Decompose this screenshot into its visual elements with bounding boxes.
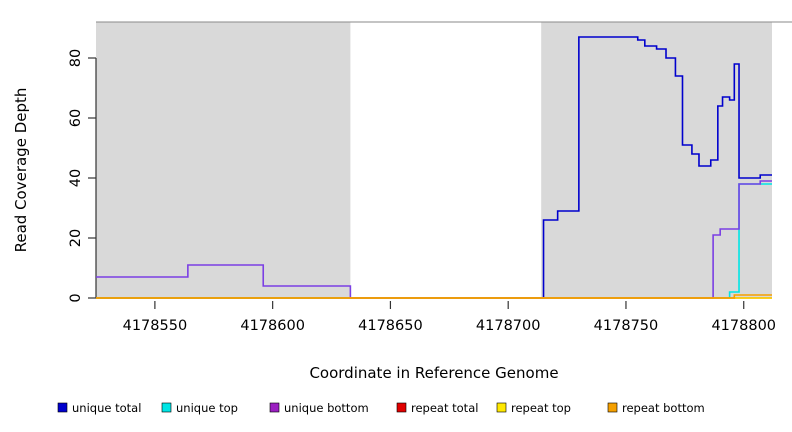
legend-swatch-repeat-top	[496, 402, 507, 413]
y-tick-label-0: 0	[68, 293, 84, 302]
legend-label-repeat-top: repeat top	[511, 401, 571, 415]
legend-swatch-unique-bottom	[269, 402, 280, 413]
x-tick-label-4: 4178750	[594, 318, 659, 334]
legend-label-unique-bottom: unique bottom	[284, 401, 369, 415]
data-series	[96, 36, 772, 299]
axis-ticks	[88, 57, 745, 309]
tick-labels: 0 20 40 60 80 4178550 4178600 4178650 4178700 417…	[68, 49, 776, 334]
x-tick-label-1: 4178600	[240, 318, 305, 334]
y-tick-label-4: 80	[68, 49, 84, 67]
legend-label-unique-top: unique top	[176, 401, 238, 415]
legend-label-repeat-total: repeat total	[411, 401, 478, 415]
legend-swatch-repeat-total	[396, 402, 407, 413]
shaded-regions	[96, 22, 772, 298]
x-tick-label-5: 4178800	[711, 318, 776, 334]
x-tick-label-2: 4178650	[358, 318, 423, 334]
series-repeat-bottom	[96, 294, 772, 299]
y-tick-label-3: 60	[68, 109, 84, 127]
x-tick-label-0: 4178550	[123, 318, 188, 334]
legend-swatch-unique-top	[161, 402, 172, 413]
legend-swatch-unique-total	[57, 402, 68, 413]
series-unique-total	[96, 36, 772, 299]
shaded-region-repeat-region-left	[96, 22, 351, 298]
y-tick-label-2: 40	[68, 169, 84, 187]
legend-swatch-repeat-bottom	[607, 402, 618, 413]
y-tick-label-1: 20	[68, 229, 84, 247]
y-axis-title: Read Coverage Depth	[12, 88, 30, 253]
x-axis-title: Coordinate in Reference Genome	[309, 364, 558, 382]
legend-label-unique-total: unique total	[72, 401, 141, 415]
legend-label-repeat-bottom: repeat bottom	[622, 401, 705, 415]
x-tick-label-3: 4178700	[476, 318, 541, 334]
chart-legend: unique total unique top unique bottom repea…	[57, 401, 705, 415]
